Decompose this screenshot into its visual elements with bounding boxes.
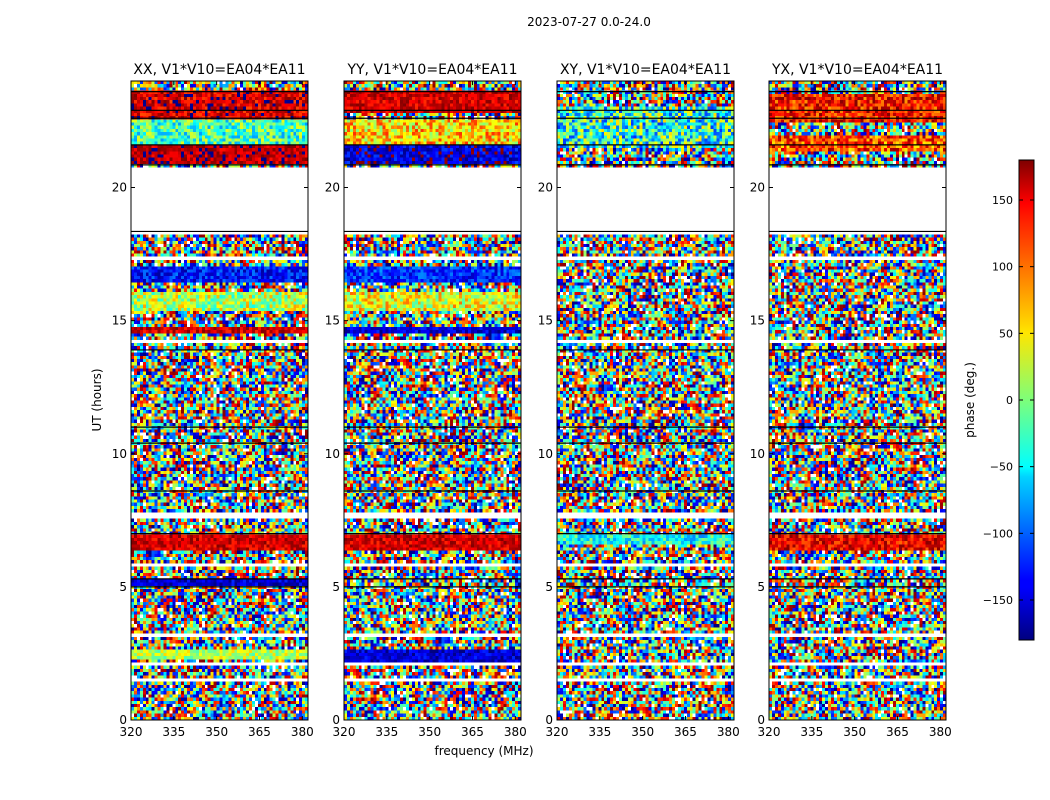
heatmap-raster [344, 81, 521, 720]
x-tick-label: 350 [418, 725, 441, 739]
colorbar-ticks: 150 100 50 0 −50 −100 −150 [983, 194, 1034, 607]
y-tick-label: 10 [538, 447, 553, 461]
panel-yx: YX, V1*V10=EA04*EA11 320 335 350 365 380 0 5 10 1… [750, 62, 952, 739]
colorbar-tick-label: −100 [983, 527, 1013, 540]
x-tick-label: 365 [674, 725, 697, 739]
x-axis-label: frequency (MHz) [434, 744, 533, 758]
y-tick-label: 0 [545, 713, 553, 727]
y-tick-label: 10 [750, 447, 765, 461]
x-tick-label: 380 [504, 725, 527, 739]
colorbar-tick-label: −150 [983, 594, 1013, 607]
y-tick-label: 20 [750, 181, 765, 195]
x-tick-label: 350 [843, 725, 866, 739]
colorbar-tick-label: 150 [992, 194, 1013, 207]
colorbar-tick-label: 50 [999, 327, 1013, 340]
y-tick-label: 15 [538, 314, 553, 328]
y-tick-label: 0 [332, 713, 340, 727]
y-tick-label: 20 [538, 181, 553, 195]
panel-title: YY, V1*V10=EA04*EA11 [346, 62, 517, 78]
y-tick-label: 10 [112, 447, 127, 461]
x-tick-label: 350 [631, 725, 654, 739]
panels-group: XX, V1*V10=EA04*EA11 320 335 350 365 380 0 5 10 1… [112, 62, 952, 739]
y-tick-label: 15 [750, 314, 765, 328]
x-tick-label: 380 [291, 725, 314, 739]
panel-frame [343, 80, 522, 721]
panel-frame [768, 80, 947, 721]
x-tick-label: 320 [546, 725, 569, 739]
y-tick-label: 20 [112, 181, 127, 195]
panel-xx: XX, V1*V10=EA04*EA11 320 335 350 365 380 0 5 10 1… [112, 62, 314, 739]
y-tick-label: 5 [332, 580, 340, 594]
x-tick-label: 365 [461, 725, 484, 739]
x-tick-label: 320 [758, 725, 781, 739]
y-tick-label: 10 [325, 447, 340, 461]
colorbar: 150 100 50 0 −50 −100 −150 phase (deg.) [963, 159, 1035, 641]
x-tick-label: 335 [588, 725, 611, 739]
x-tick-label: 320 [333, 725, 356, 739]
x-tick-label: 335 [162, 725, 185, 739]
x-tick-label: 365 [886, 725, 909, 739]
y-tick-label: 15 [112, 314, 127, 328]
colorbar-tick-label: 0 [1006, 394, 1013, 407]
x-tick-label: 380 [929, 725, 952, 739]
y-tick-label: 0 [757, 713, 765, 727]
y-tick-label: 0 [119, 713, 127, 727]
y-tick-label: 5 [119, 580, 127, 594]
y-tick-label: 20 [325, 181, 340, 195]
x-tick-label: 335 [375, 725, 398, 739]
figure-title: 2023-07-27 0.0-24.0 [527, 15, 651, 29]
y-tick-label: 5 [757, 580, 765, 594]
colorbar-label: phase (deg.) [963, 362, 977, 438]
x-tick-label: 335 [800, 725, 823, 739]
panel-title: YX, V1*V10=EA04*EA11 [771, 62, 943, 78]
panel-xy: XY, V1*V10=EA04*EA11 320 335 350 365 380 0 5 10 1… [538, 62, 740, 739]
colorbar-tick-label: −50 [990, 461, 1013, 474]
panel-frame [130, 80, 309, 721]
x-tick-label: 365 [248, 725, 271, 739]
x-tick-label: 350 [205, 725, 228, 739]
panel-title: XX, V1*V10=EA04*EA11 [133, 62, 305, 78]
x-tick-label: 380 [717, 725, 740, 739]
x-tick-label: 320 [120, 725, 143, 739]
colorbar-tick-label: 100 [992, 261, 1013, 274]
y-tick-label: 5 [545, 580, 553, 594]
heatmap-raster [557, 81, 734, 720]
heatmap-raster [131, 81, 308, 720]
y-axis-label: UT (hours) [90, 368, 104, 431]
heatmap-raster [769, 81, 946, 720]
panel-title: XY, V1*V10=EA04*EA11 [560, 62, 731, 78]
panel-yy: YY, V1*V10=EA04*EA11 320 335 350 365 380 0 5 10 1… [325, 62, 527, 739]
panel-frame [556, 80, 735, 721]
y-tick-label: 15 [325, 314, 340, 328]
